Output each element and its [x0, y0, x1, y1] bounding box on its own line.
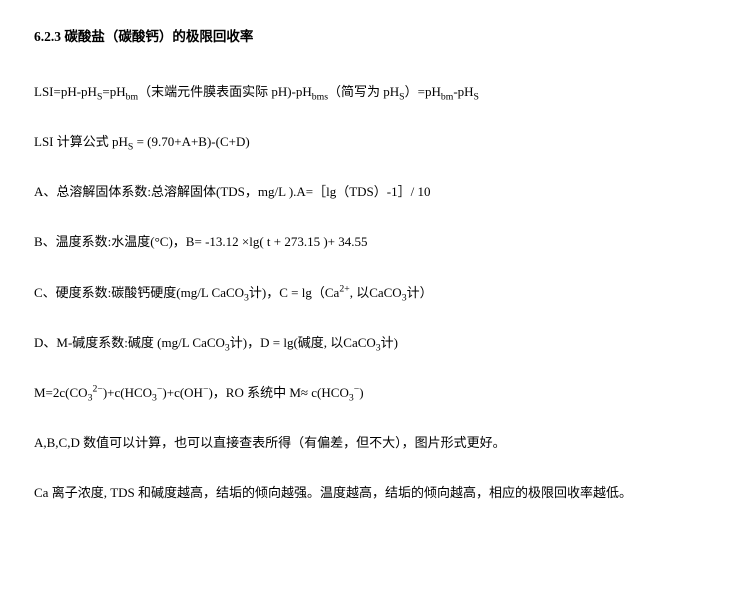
text: D、M-碱度系数:碱度 (mg/L CaCO: [34, 335, 225, 350]
text: （末端元件膜表面实际 pH)-pH: [138, 84, 312, 99]
subscript-s: S: [474, 91, 479, 102]
text: LSI=pH-pH: [34, 84, 97, 99]
text: -pH: [453, 84, 473, 99]
text: LSI 计算公式 pH: [34, 134, 128, 149]
param-a-tds: A、总溶解固体系数:总溶解固体(TDS，mg/L ).A=［lg（TDS）-1］…: [34, 183, 701, 201]
text: = (9.70+A+B)-(C+D): [133, 134, 249, 149]
text: )+c(OH: [162, 385, 203, 400]
superscript-2plus: 2+: [339, 283, 349, 294]
document-page: 6.2.3 碳酸盐（碳酸钙）的极限回收率 LSI=pH-pHS=pHbm（末端元…: [0, 0, 735, 523]
formula-m-alkalinity: M=2c(CO32−)+c(HCO3−)+c(OH−)，RO 系统中 M≈ c(…: [34, 384, 701, 402]
subscript-bm: bm: [126, 91, 138, 102]
text: =pH: [102, 84, 125, 99]
param-c-hardness: C、硬度系数:碳酸钙硬度(mg/L CaCO3计)，C = lg（Ca2+, 以…: [34, 284, 701, 302]
text: （简写为 pH: [328, 84, 399, 99]
text: )，RO 系统中 M≈ c(HCO: [208, 385, 348, 400]
section-heading: 6.2.3 碳酸盐（碳酸钙）的极限回收率: [34, 28, 701, 47]
formula-lsi-calculation: LSI 计算公式 pHS = (9.70+A+B)-(C+D): [34, 133, 701, 151]
text: 计）: [407, 285, 433, 300]
formula-lsi-definition: LSI=pH-pHS=pHbm（末端元件膜表面实际 pH)-pHbms（简写为 …: [34, 83, 701, 101]
text: ): [359, 385, 363, 400]
note-scaling-tendency: Ca 离子浓度, TDS 和碱度越高，结垢的倾向越强。温度越高，结垢的倾向越高，…: [34, 484, 701, 502]
text: ）=pH: [405, 84, 441, 99]
text: )+c(HCO: [103, 385, 152, 400]
text: C、硬度系数:碳酸钙硬度(mg/L CaCO: [34, 285, 244, 300]
text: 计): [381, 335, 398, 350]
text: , 以CaCO: [350, 285, 402, 300]
superscript-2minus: 2−: [92, 384, 102, 395]
text: 计)，D = lg(碱度, 以CaCO: [230, 335, 376, 350]
text: 计)，C = lg（Ca: [249, 285, 339, 300]
param-d-alkalinity: D、M-碱度系数:碱度 (mg/L CaCO3计)，D = lg(碱度, 以Ca…: [34, 334, 701, 352]
subscript-bm: bm: [441, 91, 453, 102]
note-abcd-lookup: A,B,C,D 数值可以计算，也可以直接查表所得（有偏差，但不大），图片形式更好…: [34, 434, 701, 452]
subscript-bms: bms: [312, 91, 328, 102]
param-b-temperature: B、温度系数:水温度(°C)，B= -13.12 ×lg( t + 273.15…: [34, 233, 701, 251]
text: M=2c(CO: [34, 385, 88, 400]
